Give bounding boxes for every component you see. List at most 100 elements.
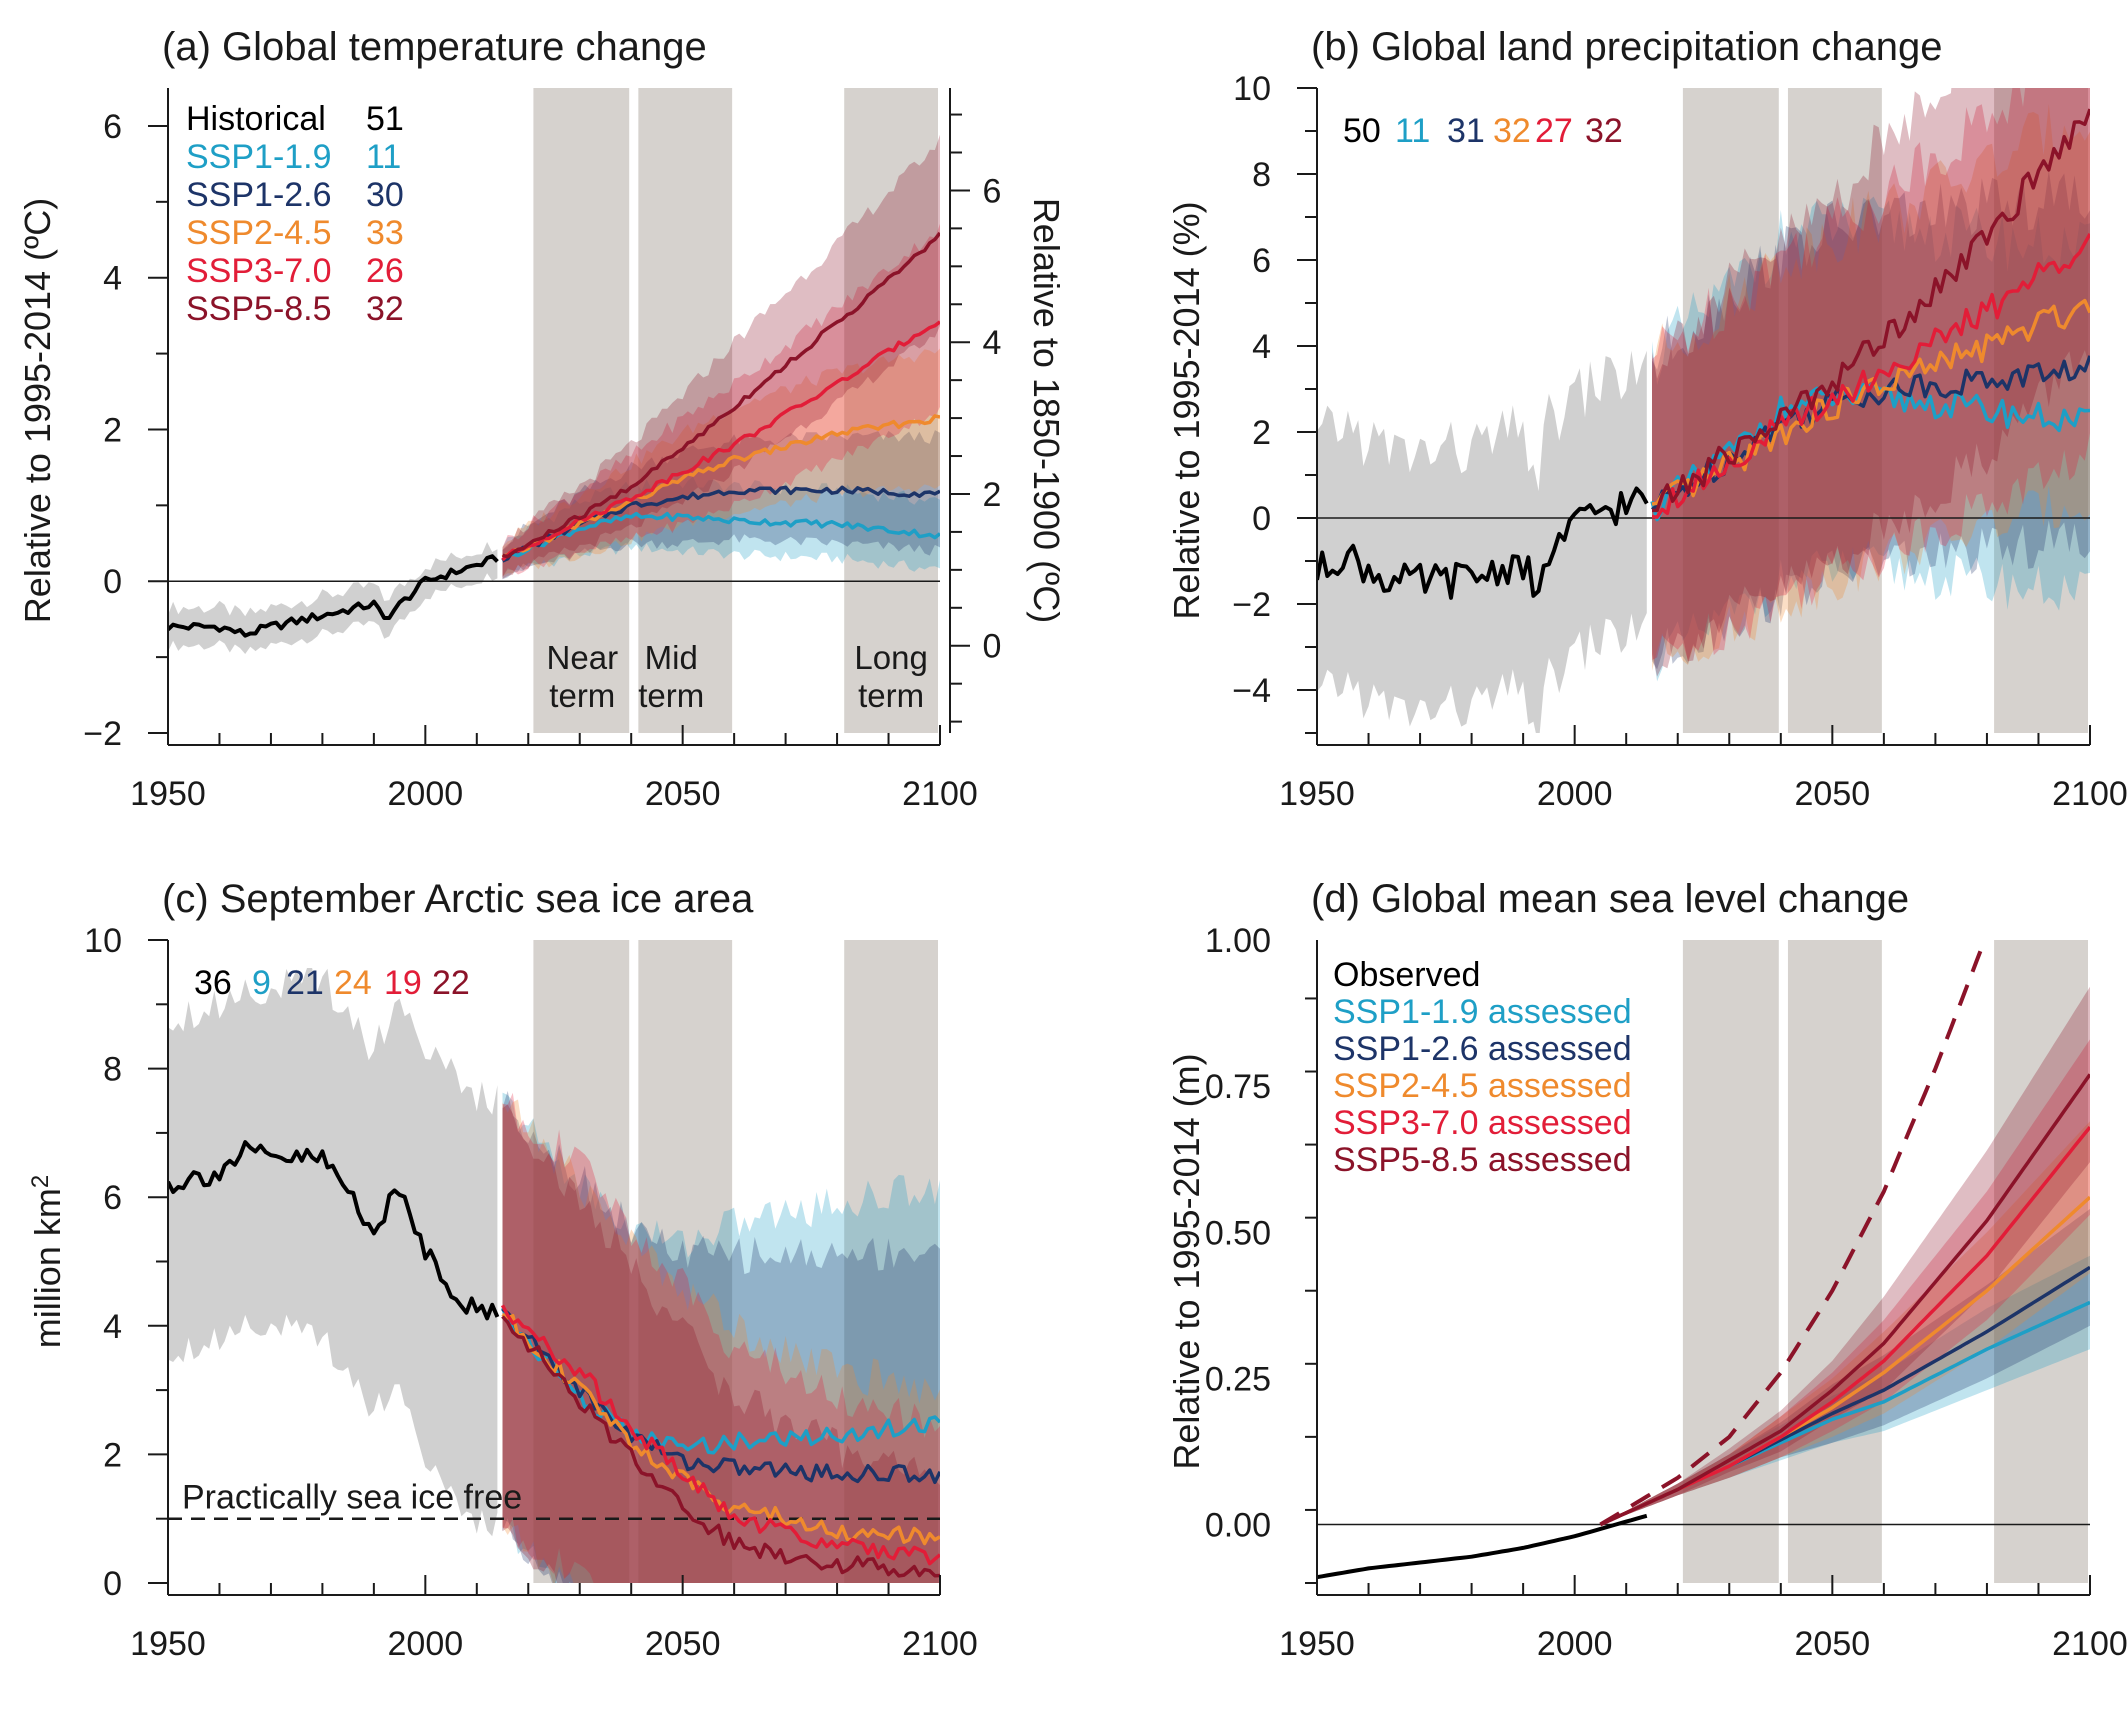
legend-label: Observed bbox=[1333, 956, 1480, 994]
y-tick-label: 2 bbox=[1252, 414, 1271, 452]
y-tick-label: 6 bbox=[1252, 242, 1271, 280]
plot-area bbox=[1317, 940, 2090, 1583]
y-tick-label: 0 bbox=[103, 563, 122, 601]
legend-label: SSP1-2.6 bbox=[186, 176, 332, 214]
line-historical bbox=[168, 554, 499, 638]
band-ssp1-2-6 bbox=[1652, 170, 2090, 670]
period-shade-near bbox=[533, 940, 630, 1583]
y-tick-label: 0 bbox=[1252, 500, 1271, 538]
panel-title: (a) Global temperature change bbox=[162, 25, 707, 69]
y-axis-label: Relative to 1995-2014 (m) bbox=[1166, 1053, 1207, 1469]
y-tick-label: −2 bbox=[1232, 586, 1271, 624]
line-ssp3-7-0 bbox=[1651, 233, 2090, 519]
y-tick-label: 10 bbox=[1233, 70, 1271, 108]
y-tick-label: 0.50 bbox=[1205, 1214, 1271, 1252]
line-ssp5-8-5-low-likelihood bbox=[1599, 940, 1987, 1527]
panel-title: (d) Global mean sea level change bbox=[1311, 877, 1909, 921]
x-tick-label: 2050 bbox=[1795, 775, 1871, 813]
band-ssp5-8-5 bbox=[1652, 88, 2090, 677]
legend-label: SSP2-4.5 assessed bbox=[1333, 1067, 1632, 1105]
x-tick-label: 2100 bbox=[902, 1625, 978, 1663]
y-tick-label: −2 bbox=[83, 715, 122, 753]
line-ssp1-2-6 bbox=[501, 1307, 940, 1485]
period-shade-mid bbox=[638, 88, 733, 733]
panel-d: 1950 2000 2050 2100 0.00 0.25 0.50 0.75 1.00 Rela… bbox=[1166, 877, 2127, 1663]
legend-count: 51 bbox=[366, 100, 404, 138]
y-axis-label-text: Relative to 1995-2014 (%) bbox=[1166, 201, 1207, 619]
legend-label: SSP5-8.5 assessed bbox=[1333, 1141, 1632, 1179]
period-shade-long bbox=[844, 88, 938, 733]
period-shade-near bbox=[1682, 88, 1779, 733]
legend-count: 26 bbox=[366, 252, 404, 290]
band-historical bbox=[1317, 350, 1647, 733]
legend-label: SSP1-1.9 assessed bbox=[1333, 993, 1632, 1031]
x-tick-label: 2100 bbox=[2052, 775, 2127, 813]
line-ssp2-4-5 bbox=[501, 414, 940, 559]
period-label-mid: term bbox=[638, 677, 704, 714]
line-ssp3-7-0 bbox=[500, 1304, 940, 1566]
y-tick-label: −4 bbox=[1232, 672, 1271, 710]
y-tick-label: 6 bbox=[103, 108, 122, 146]
plot-area bbox=[168, 88, 940, 733]
legend-count: 11 bbox=[1395, 112, 1430, 150]
y-tick-label: 8 bbox=[103, 1051, 122, 1089]
y-tick-label: 2 bbox=[103, 411, 122, 449]
legend-count: 30 bbox=[366, 176, 404, 214]
x-tick-label: 2000 bbox=[1537, 775, 1613, 813]
x-tick-label: 2000 bbox=[388, 775, 464, 813]
y-tick-label: 4 bbox=[1252, 328, 1271, 366]
y-axis-label-text: Relative to 1995-2014 (m) bbox=[1166, 1053, 1207, 1469]
band-ssp1-1-9 bbox=[502, 1092, 940, 1583]
legend-label: SSP3-7.0 assessed bbox=[1333, 1104, 1632, 1142]
band-ssp3-7-0 bbox=[502, 223, 940, 578]
period-label-near: Near bbox=[547, 639, 619, 676]
period-shade-long bbox=[1994, 940, 2088, 1583]
x-tick-label: 2000 bbox=[1537, 1625, 1613, 1663]
legend-count: 27 bbox=[1535, 112, 1573, 150]
band-ssp5-8-5 bbox=[502, 134, 940, 579]
legend-count: 32 bbox=[366, 290, 404, 328]
plot-area bbox=[168, 940, 940, 1583]
panel-title: (b) Global land precipitation change bbox=[1311, 25, 1943, 69]
right-y-tick-label: 6 bbox=[983, 172, 1002, 210]
period-shade-mid bbox=[1787, 940, 1882, 1583]
panel-b: 1950 2000 2050 2100 −4 −2 0 2 4 6 8 10 Relative to 1… bbox=[1166, 25, 2127, 813]
band-ssp1-1-9 bbox=[1600, 1255, 2090, 1525]
y-tick-label: 4 bbox=[103, 1308, 122, 1346]
x-tick-label: 2050 bbox=[1795, 1625, 1871, 1663]
threshold-label: Practically sea ice free bbox=[182, 1479, 522, 1517]
x-tick-label: 2050 bbox=[645, 1625, 721, 1663]
y-tick-label: 8 bbox=[1252, 156, 1271, 194]
legend-count: 50 bbox=[1343, 112, 1381, 150]
y-axis-label: Relative to 1995-2014 (ºC) bbox=[17, 198, 58, 623]
line-ssp5-8-5 bbox=[502, 231, 940, 559]
x-tick-label: 2100 bbox=[902, 775, 978, 813]
line-ssp5-8-5 bbox=[501, 1315, 940, 1578]
band-ssp2-4-5 bbox=[1600, 1121, 2090, 1525]
line-ssp5-8-5 bbox=[1599, 1073, 2090, 1527]
x-tick-label: 1950 bbox=[130, 775, 206, 813]
legend-label: SSP5-8.5 bbox=[186, 290, 332, 328]
band-ssp1-2-6 bbox=[1600, 1208, 2090, 1525]
right-y-tick-label: 4 bbox=[983, 324, 1002, 362]
line-ssp5-8-5 bbox=[1652, 108, 2090, 513]
legend-label: SSP1-2.6 assessed bbox=[1333, 1030, 1632, 1068]
legend-label: SSP2-4.5 bbox=[186, 214, 332, 252]
line-historical bbox=[1317, 486, 1649, 600]
legend-count: 32 bbox=[1585, 112, 1623, 150]
period-shade-mid bbox=[1787, 88, 1882, 733]
y-tick-label: 0 bbox=[103, 1565, 122, 1603]
legend-count: 36 bbox=[194, 964, 232, 1002]
legend-count: 33 bbox=[366, 214, 404, 252]
band-ssp1-2-6 bbox=[502, 1090, 940, 1583]
line-ssp1-1-9 bbox=[501, 511, 940, 562]
band-ssp2-4-5 bbox=[502, 1099, 940, 1583]
y-tick-label: 10 bbox=[84, 922, 122, 960]
y-axis-label-text: million km bbox=[27, 1188, 68, 1348]
band-ssp3-7-0 bbox=[1600, 1039, 2090, 1525]
y-tick-label: 0.75 bbox=[1205, 1068, 1271, 1106]
x-tick-label: 1950 bbox=[1279, 1625, 1355, 1663]
line-ssp3-7-0 bbox=[501, 320, 940, 562]
legend-count: 19 bbox=[384, 964, 422, 1002]
